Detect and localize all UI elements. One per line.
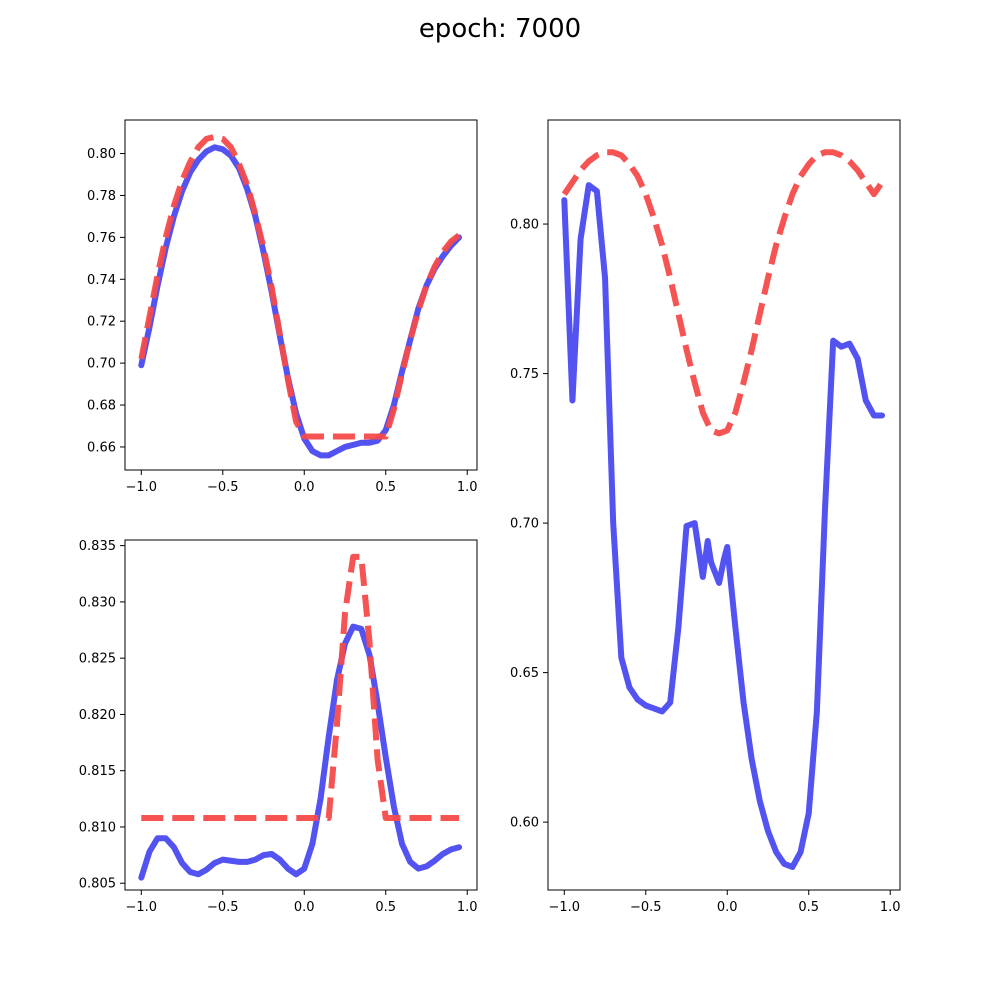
top-left-y-tick-label: 0.74 bbox=[87, 273, 116, 288]
right-x-tick-label: 0.5 bbox=[798, 900, 819, 915]
bottom-left-y-tick-label: 0.805 bbox=[79, 877, 116, 892]
bottom-left-y-tick-label: 0.815 bbox=[79, 764, 116, 779]
right-prediction-line bbox=[561, 182, 886, 870]
top-left-y-tick-label: 0.68 bbox=[87, 399, 116, 414]
bottom-left-x-tick-label: 0.0 bbox=[294, 900, 315, 915]
right-x-tick-label: −1.0 bbox=[549, 900, 581, 915]
top-left-x-tick-label: 0.5 bbox=[375, 480, 396, 495]
bottom-left-prediction-line bbox=[138, 623, 463, 881]
right-x-tick-label: 0.0 bbox=[717, 900, 738, 915]
right-y-tick-label: 0.60 bbox=[510, 816, 539, 831]
top-left-y-tick-label: 0.78 bbox=[87, 189, 116, 204]
right-y-tick-label: 0.65 bbox=[510, 666, 539, 681]
bottom-left-x-tick-label: 0.5 bbox=[375, 900, 396, 915]
right-y-tick-label: 0.70 bbox=[510, 517, 539, 532]
right-y-tick-label: 0.75 bbox=[510, 367, 539, 382]
top-left-y-tick-label: 0.66 bbox=[87, 440, 116, 455]
bottom-left-y-tick-label: 0.835 bbox=[79, 539, 116, 554]
top-left-y-tick-label: 0.72 bbox=[87, 315, 116, 330]
top-left-axes-frame bbox=[124, 119, 478, 471]
top-left-x-tick-label: −1.0 bbox=[126, 480, 158, 495]
top-left-x-tick-label: −0.5 bbox=[207, 480, 239, 495]
bottom-left-y-tick-label: 0.825 bbox=[79, 652, 116, 667]
bottom-left-x-tick-label: −1.0 bbox=[126, 900, 158, 915]
bottom-left-y-tick-label: 0.820 bbox=[79, 708, 116, 723]
bottom-left-x-tick-label: −0.5 bbox=[207, 900, 239, 915]
bottom-left-y-tick-label: 0.810 bbox=[79, 820, 116, 835]
top-left-target-line bbox=[138, 133, 461, 440]
top-left-y-tick-label: 0.80 bbox=[87, 147, 116, 162]
right-y-tick-label: 0.80 bbox=[510, 218, 539, 233]
bottom-left-y-tick-label: 0.830 bbox=[79, 595, 116, 610]
bottom-left-target-line bbox=[141, 553, 460, 821]
right-target-line bbox=[561, 149, 885, 437]
top-left-prediction-line bbox=[138, 144, 463, 459]
panel-bottom-left: −1.0 −0.5 0.0 0.5 1.0 0.805 0.810 0.815 0.820 0.8… bbox=[79, 539, 478, 915]
figure-title: epoch: 7000 bbox=[418, 14, 582, 44]
top-left-y-tick-label: 0.76 bbox=[87, 231, 116, 246]
top-left-x-tick-label: 1.0 bbox=[457, 480, 478, 495]
panel-right: −1.0 −0.5 0.0 0.5 1.0 0.60 0.65 0.70 0.75 0.80 bbox=[510, 119, 901, 915]
bottom-left-x-tick-label: 1.0 bbox=[457, 900, 478, 915]
right-x-tick-label: 1.0 bbox=[880, 900, 901, 915]
bottom-left-axes-frame bbox=[124, 539, 478, 891]
top-left-y-tick-label: 0.70 bbox=[87, 357, 116, 372]
top-left-x-tick-label: 0.0 bbox=[294, 480, 315, 495]
right-x-tick-label: −0.5 bbox=[630, 900, 662, 915]
right-axes-frame bbox=[547, 119, 901, 891]
panel-top-left: −1.0 −0.5 0.0 0.5 1.0 0.66 0.68 0.70 0.72 0.74 0.7… bbox=[87, 119, 478, 495]
